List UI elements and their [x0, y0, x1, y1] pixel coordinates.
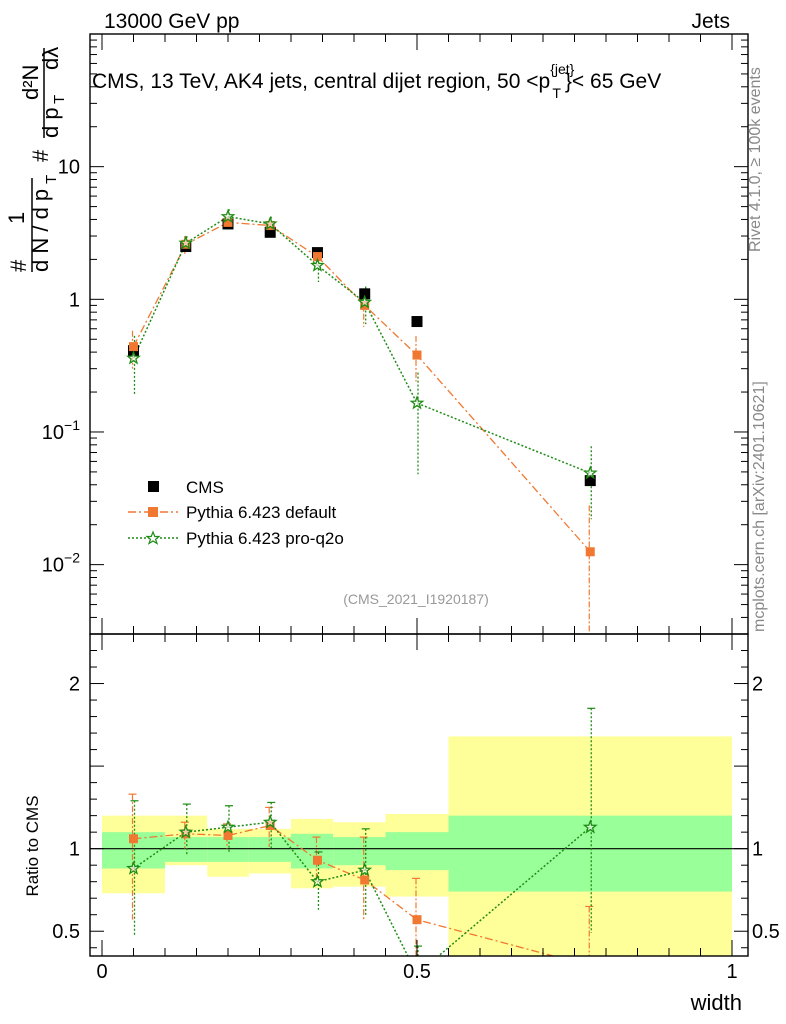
point-cms: [584, 475, 596, 487]
tick-base: 10: [42, 555, 64, 577]
x-tick-label: 0.5: [403, 961, 431, 983]
legend-label-default: Pythia 6.423 default: [186, 503, 337, 522]
main-series: [126, 208, 598, 634]
plot-title-tail: }< 65 GeV: [565, 70, 661, 93]
plot-title: CMS, 13 TeV, AK4 jets, central dijet reg…: [92, 61, 661, 101]
ratio-y-tick-label-right: 1: [752, 839, 763, 861]
band-inner-bin: [207, 837, 249, 862]
ratio-y-tick-label-right: 0.5: [752, 921, 780, 943]
ratio-point-default: [129, 834, 138, 844]
ratio-bands: [102, 736, 732, 956]
plot-title-sup: {jet}: [550, 61, 574, 77]
header-right: Jets: [691, 10, 730, 33]
band-inner-bin: [165, 837, 208, 862]
band-inner-bin: [291, 833, 334, 869]
point-default: [585, 547, 595, 557]
ratio-y-axis-label: Ratio to CMS: [23, 795, 42, 896]
legend-label-cms: CMS: [186, 478, 224, 497]
ratio-clipped-group: [126, 707, 598, 956]
point-default: [223, 217, 233, 227]
ratio-point-default: [223, 830, 233, 840]
legend: CMS Pythia 6.423 default Pythia 6.423 pr…: [128, 478, 344, 548]
point-proq2o: [582, 465, 598, 480]
main-y-tick-label: 10: [58, 157, 80, 179]
band-inner-bin: [385, 832, 449, 871]
point-proq2o: [262, 216, 278, 231]
ylabel-dp: d p: [38, 107, 63, 138]
main-y-tick-label: 10−2: [42, 550, 80, 577]
ratio-y-tick-label-left: 1: [69, 839, 80, 861]
ratio-y-tick-label-left: 0.5: [52, 921, 80, 943]
main-y-axis-label: # 1 d N / d p T # d p T d²N dλ: [4, 47, 68, 272]
point-default: [312, 252, 322, 262]
ylabel-d2N: d²N: [18, 65, 43, 100]
main-y-tick-label: 10−1: [42, 417, 80, 444]
axis-ticks: [90, 34, 748, 956]
ratio-point-proq2o: [262, 814, 278, 829]
ratio-point-proq2o: [582, 819, 598, 834]
x-tick-label: 0: [96, 961, 107, 983]
ratio-y-tick-label-right: 2: [752, 674, 763, 696]
point-cms: [264, 226, 276, 238]
x-axis-label: width: [690, 990, 742, 1015]
point-cms: [411, 316, 423, 328]
tick-exponent: −2: [64, 550, 80, 566]
tick-base: 10: [42, 422, 64, 444]
ratio-point-proq2o: [357, 862, 373, 877]
ylabel-dN: d N / d p: [28, 189, 53, 272]
band-inner-bin: [248, 837, 291, 862]
rivet-label: Rivet 4.1.0, ≥ 100k events: [747, 67, 764, 252]
point-proq2o: [409, 395, 425, 410]
main-y-tick-label: 1: [69, 289, 80, 311]
ratio-point-proq2o: [178, 824, 194, 839]
point-proq2o: [126, 350, 141, 365]
legend-marker-cms: [148, 481, 159, 492]
line-proq2o: [132, 215, 591, 474]
legend-marker-default: [148, 507, 158, 517]
mcplots-label: mcplots.cern.ch [arXiv:2401.10621]: [751, 381, 768, 632]
point-default: [129, 342, 138, 352]
ratio-point-proq2o: [126, 860, 141, 875]
tick-exponent: −1: [64, 417, 80, 433]
legend-marker-proq2o: [145, 530, 161, 545]
ratio-point-default: [312, 855, 322, 865]
point-proq2o: [310, 257, 325, 272]
ratio-line-default: [133, 824, 556, 956]
ylabel-hash2: #: [28, 149, 53, 162]
ylabel-T1: T: [43, 175, 60, 184]
ratio-point-proq2o: [220, 819, 236, 834]
ratio-point-proq2o: [310, 873, 325, 888]
ratio-series: [126, 707, 598, 956]
point-proq2o: [178, 235, 194, 250]
legend-label-proq2o: Pythia 6.423 pro-q2o: [186, 529, 344, 548]
ylabel-T2: T: [51, 95, 68, 104]
ylabel-dlambda: dλ: [38, 47, 63, 70]
ylabel-one: 1: [4, 212, 29, 224]
ratio-frame: [89, 633, 749, 957]
band-inner-bin: [333, 837, 386, 866]
ylabel-hash1: #: [6, 259, 31, 272]
point-proq2o: [220, 208, 236, 223]
plot-title-sub: T: [552, 85, 561, 101]
plot-title-main: CMS, 13 TeV, AK4 jets, central dijet reg…: [92, 70, 550, 93]
x-tick-label: 1: [726, 961, 737, 983]
ratio-y-tick-label-left: 2: [69, 674, 80, 696]
ratio-point-default: [412, 915, 422, 925]
line-default: [132, 221, 591, 553]
point-default: [412, 350, 422, 360]
analysis-id: (CMS_2021_I1920187): [343, 591, 489, 607]
ratio-point-default: [360, 875, 370, 885]
point-cms: [359, 288, 371, 300]
plot-frames: [89, 33, 749, 957]
point-proq2o: [357, 294, 373, 309]
header-left: 13000 GeV pp: [104, 10, 239, 33]
